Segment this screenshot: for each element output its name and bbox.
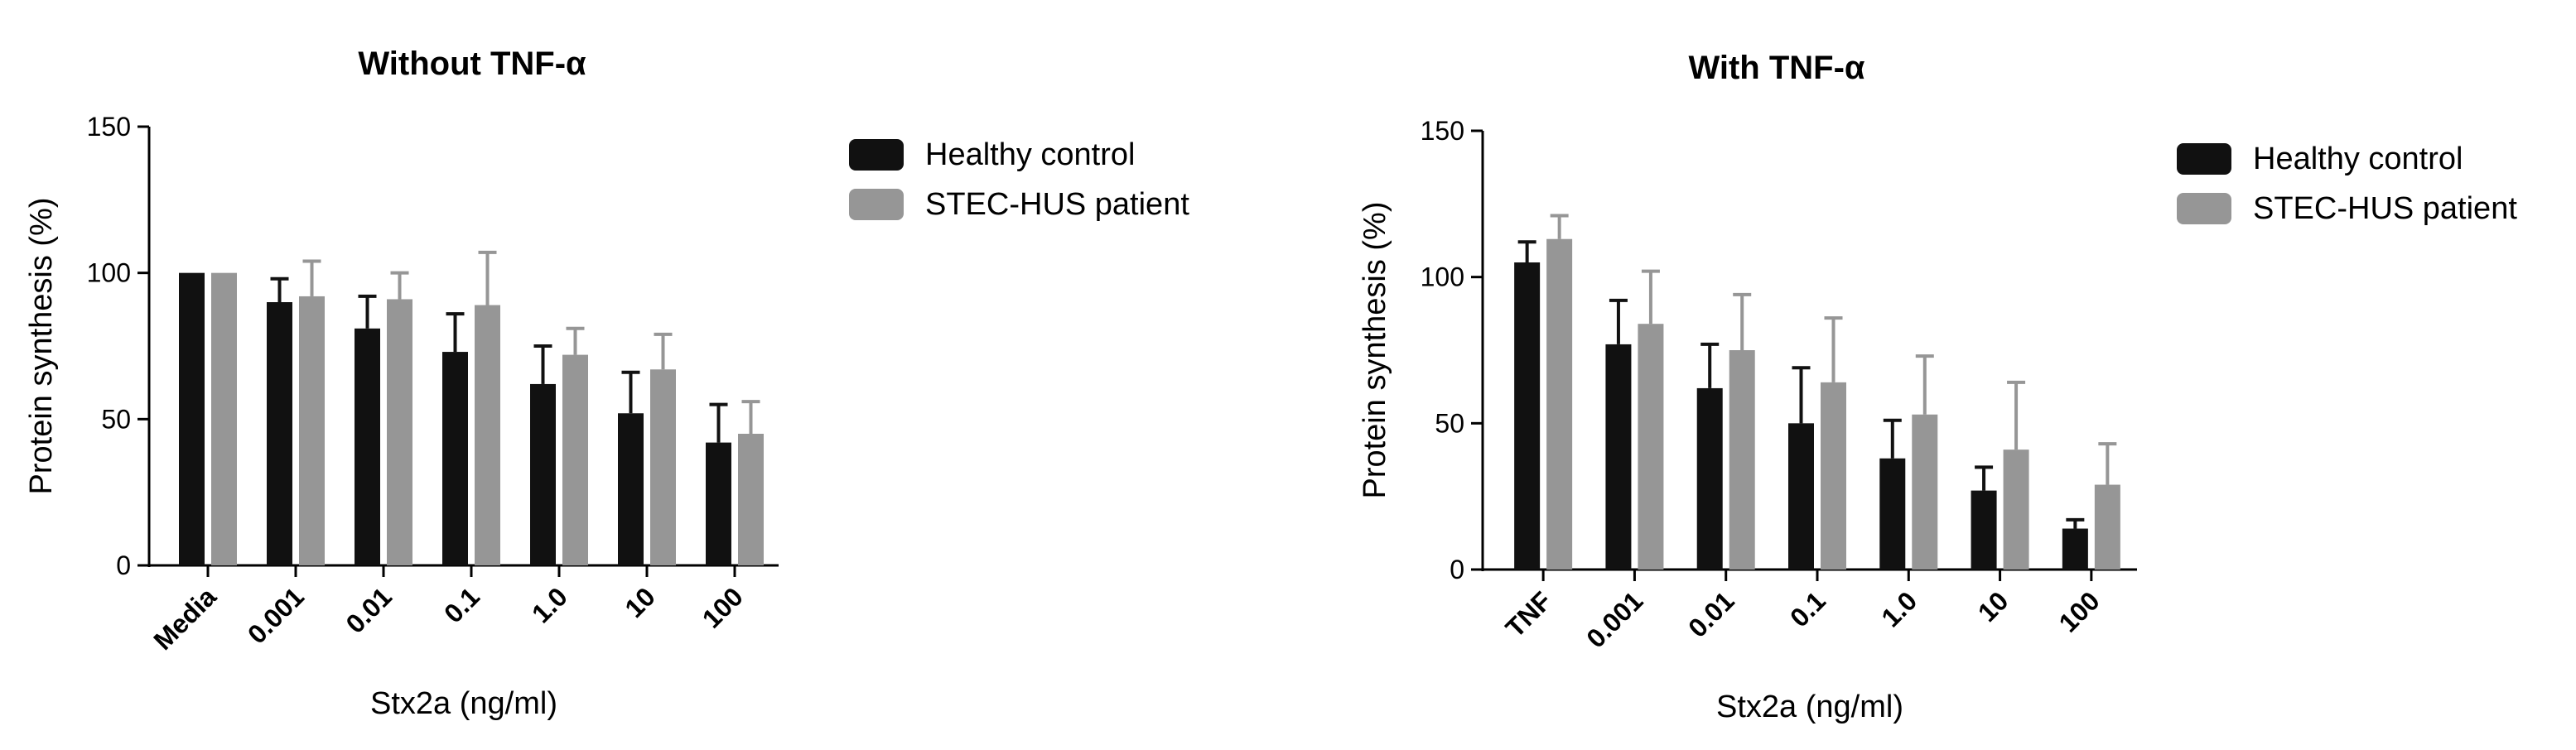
bar-stec-hus-patient xyxy=(1729,350,1755,570)
y-tick-label: 0 xyxy=(1450,555,1464,584)
bar-healthy-control xyxy=(1696,387,1723,570)
bar-healthy-control xyxy=(530,383,556,565)
bar-stec-hus-patient xyxy=(1821,382,1846,570)
legend-swatch xyxy=(849,189,904,220)
x-tick-label: TNF xyxy=(1500,585,1557,642)
chart-title: With TNF-α xyxy=(1688,50,1864,86)
bar-healthy-control xyxy=(1879,458,1906,570)
chart-with-tnf: With TNF-α 0 50 100 150 Protein synthesis (%)… xyxy=(1358,50,2517,724)
x-tick-label: 0.01 xyxy=(1682,585,1739,642)
x-tick-label: 10 xyxy=(619,581,661,623)
y-axis-label: Protein synthesis (%) xyxy=(1358,201,1392,498)
y-tick-label: 150 xyxy=(1421,116,1464,146)
x-tick-label: 0.01 xyxy=(340,581,397,638)
bar-healthy-control xyxy=(267,302,292,565)
bar-stec-hus-patient xyxy=(1912,414,1938,570)
y-tick-label: 150 xyxy=(87,112,131,142)
x-tick-label: 0.001 xyxy=(242,581,310,649)
bar-stec-hus-patient xyxy=(738,434,764,565)
y-tick-label: 100 xyxy=(87,258,131,288)
bar-stec-hus-patient xyxy=(562,354,588,565)
bar-healthy-control xyxy=(1514,262,1541,570)
bar-stec-hus-patient xyxy=(299,296,325,565)
bar-healthy-control xyxy=(1971,490,1997,570)
legend-label: STEC-HUS patient xyxy=(925,187,1189,222)
x-tick-label: 0.001 xyxy=(1580,585,1648,653)
legend-swatch xyxy=(849,139,904,171)
legend-swatch xyxy=(2177,143,2231,175)
x-axis-label: Stx2a (ng/ml) xyxy=(1716,690,1903,724)
bar-stec-hus-patient xyxy=(475,305,500,565)
y-tick-label: 0 xyxy=(116,550,131,580)
bar-healthy-control xyxy=(2062,528,2088,570)
bar-healthy-control xyxy=(179,272,205,565)
bar-stec-hus-patient xyxy=(2003,450,2029,570)
bar-healthy-control xyxy=(706,442,731,565)
y-tick-label: 100 xyxy=(1421,262,1464,292)
x-tick-label: 1.0 xyxy=(1875,585,1922,632)
bar-stec-hus-patient xyxy=(650,369,676,565)
legend-label: Healthy control xyxy=(2253,142,2463,176)
bar-stec-hus-patient xyxy=(387,299,412,565)
y-tick-label: 50 xyxy=(1435,408,1464,438)
bar-healthy-control xyxy=(618,413,644,565)
bar-stec-hus-patient xyxy=(2094,484,2120,570)
x-tick-label: 1.0 xyxy=(526,581,573,628)
bar-stec-hus-patient xyxy=(211,272,237,565)
x-tick-label: Media xyxy=(147,581,222,656)
x-tick-label: 0.1 xyxy=(1784,585,1831,632)
x-tick-label: 100 xyxy=(697,581,749,633)
x-tick-label: 0.1 xyxy=(438,581,485,628)
bar-healthy-control xyxy=(355,328,380,565)
bar-healthy-control xyxy=(1788,423,1814,570)
legend-label: STEC-HUS patient xyxy=(2253,191,2517,226)
bar-stec-hus-patient xyxy=(1638,324,1664,570)
x-tick-label: 100 xyxy=(2053,585,2106,637)
y-tick-label: 50 xyxy=(101,404,131,434)
chart-without-tnf: Without TNF-α 0 50 100 150 Protein synthesis … xyxy=(24,46,1189,721)
chart-title: Without TNF-α xyxy=(358,46,586,82)
legend-label: Healthy control xyxy=(925,137,1135,172)
y-axis-label: Protein synthesis (%) xyxy=(24,197,59,494)
x-axis-label: Stx2a (ng/ml) xyxy=(370,686,557,721)
legend-swatch xyxy=(2177,193,2231,224)
bar-stec-hus-patient xyxy=(1546,238,1573,570)
bar-healthy-control xyxy=(442,352,468,565)
bar-healthy-control xyxy=(1605,344,1632,570)
x-tick-label: 10 xyxy=(1972,585,2014,627)
